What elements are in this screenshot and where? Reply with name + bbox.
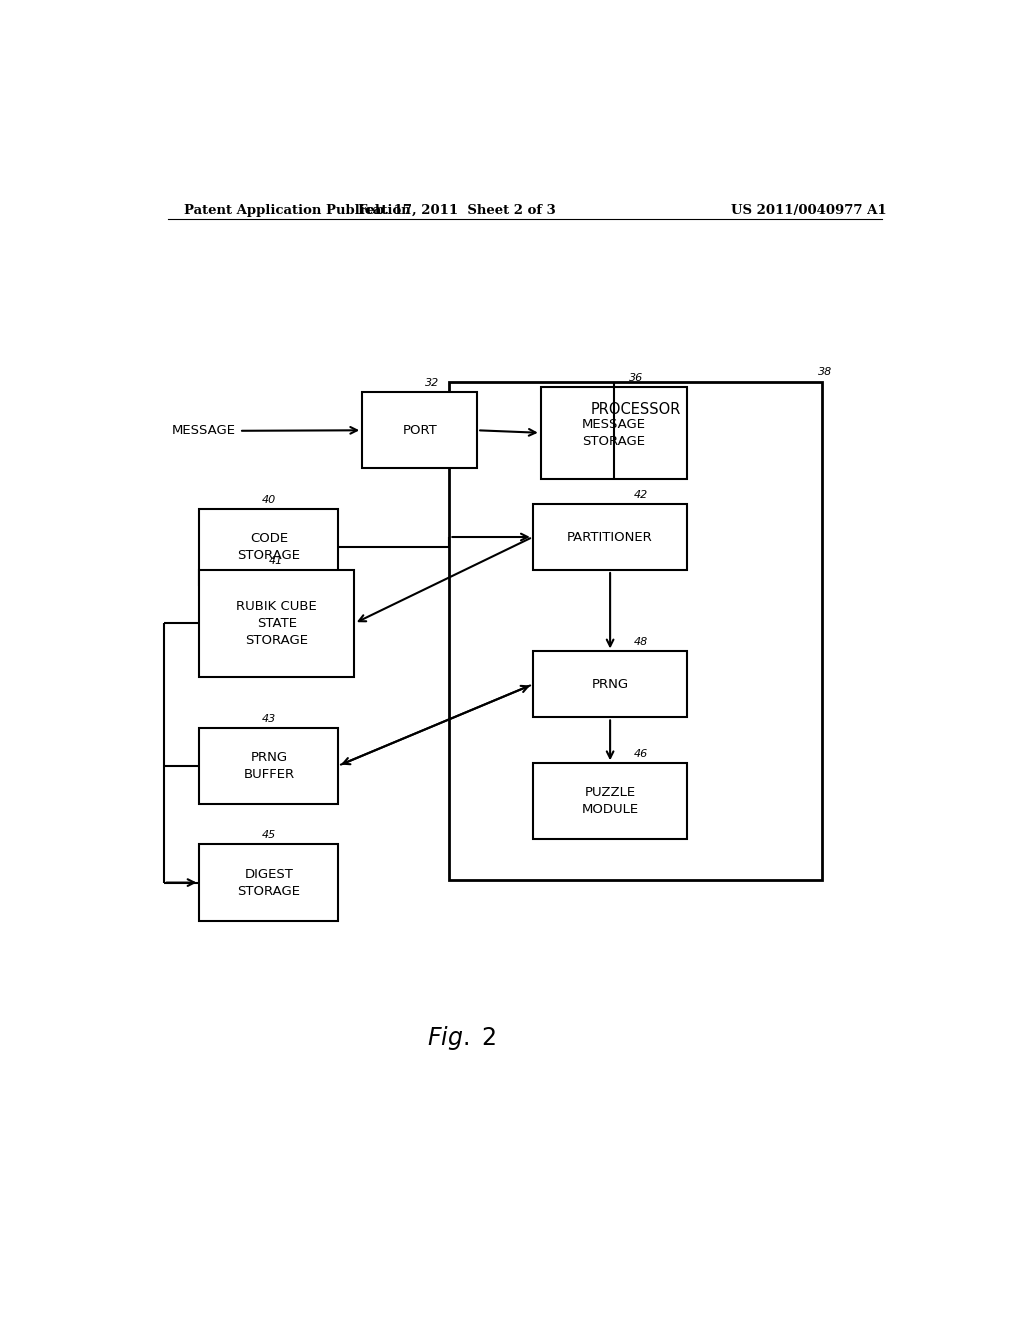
Bar bbox=[200, 570, 354, 677]
Bar bbox=[450, 381, 822, 880]
Text: CODE
STORAGE: CODE STORAGE bbox=[238, 532, 300, 562]
Text: 41: 41 bbox=[269, 556, 284, 566]
Text: Feb. 17, 2011  Sheet 2 of 3: Feb. 17, 2011 Sheet 2 of 3 bbox=[358, 205, 556, 216]
Bar bbox=[362, 392, 477, 469]
Text: DIGEST
STORAGE: DIGEST STORAGE bbox=[238, 867, 300, 898]
Text: 48: 48 bbox=[633, 638, 647, 647]
Text: 36: 36 bbox=[629, 374, 643, 383]
Bar bbox=[200, 845, 338, 921]
Text: 43: 43 bbox=[262, 714, 276, 723]
Text: MESSAGE: MESSAGE bbox=[172, 424, 236, 437]
Text: PRNG: PRNG bbox=[592, 678, 629, 690]
Bar bbox=[541, 387, 687, 479]
Bar bbox=[532, 651, 687, 718]
Text: US 2011/0040977 A1: US 2011/0040977 A1 bbox=[731, 205, 887, 216]
Bar bbox=[532, 763, 687, 840]
Text: 32: 32 bbox=[425, 378, 439, 388]
Text: RUBIK CUBE
STATE
STORAGE: RUBIK CUBE STATE STORAGE bbox=[237, 599, 317, 647]
Text: 38: 38 bbox=[818, 367, 833, 378]
Text: Patent Application Publication: Patent Application Publication bbox=[183, 205, 411, 216]
Text: 45: 45 bbox=[262, 830, 276, 841]
Text: PROCESSOR: PROCESSOR bbox=[591, 403, 681, 417]
Text: 40: 40 bbox=[262, 495, 276, 506]
Text: PORT: PORT bbox=[402, 424, 437, 437]
Bar bbox=[200, 510, 338, 585]
Bar bbox=[532, 504, 687, 570]
Text: $\mathit{Fig.}\ \mathit{2}$: $\mathit{Fig.}\ \mathit{2}$ bbox=[427, 1023, 496, 1052]
Text: 46: 46 bbox=[633, 748, 647, 759]
Text: PARTITIONER: PARTITIONER bbox=[567, 531, 653, 544]
Bar bbox=[200, 727, 338, 804]
Text: PRNG
BUFFER: PRNG BUFFER bbox=[244, 751, 295, 780]
Text: MESSAGE
STORAGE: MESSAGE STORAGE bbox=[582, 418, 646, 447]
Text: PUZZLE
MODULE: PUZZLE MODULE bbox=[582, 787, 639, 816]
Text: 42: 42 bbox=[633, 490, 647, 500]
